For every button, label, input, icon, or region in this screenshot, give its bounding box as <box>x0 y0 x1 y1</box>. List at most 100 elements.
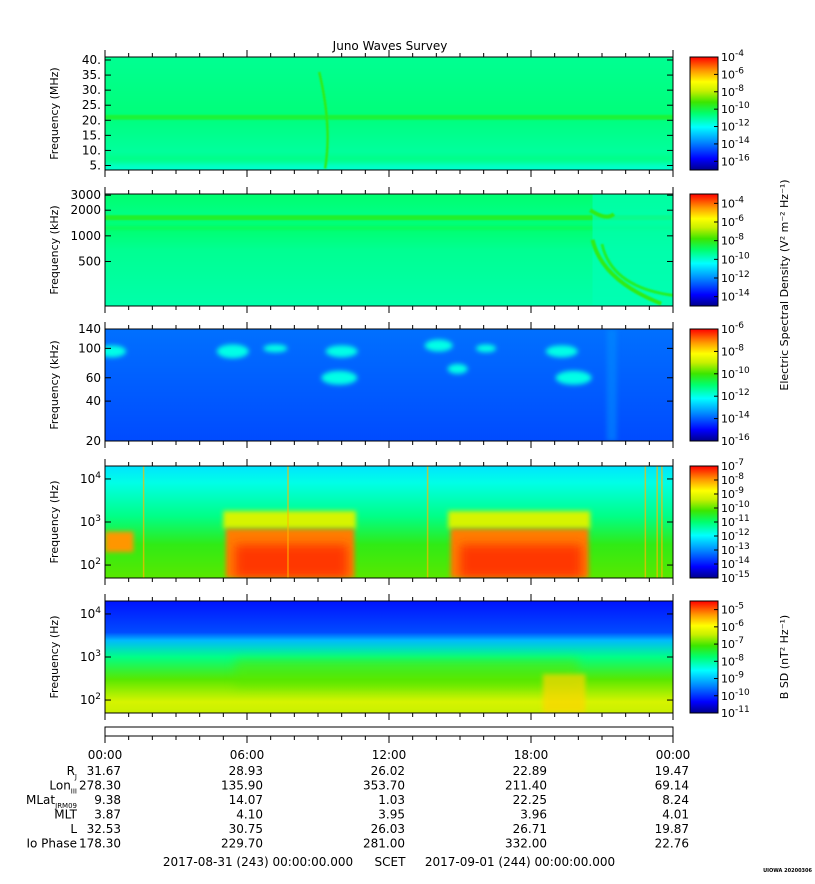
ephemeris-value: 26.02 <box>371 764 405 778</box>
time-tick-label: 06:00 <box>230 748 265 762</box>
colorbar-tick-label: 10-9 <box>721 486 744 501</box>
spectrogram-image <box>105 601 673 713</box>
colorbar-tick-label: 10-8 <box>721 472 744 487</box>
end-time-label: 2017-09-01 (244) 00:00:00.000 <box>425 855 615 869</box>
ephemeris-value: 22.25 <box>513 793 547 807</box>
emission-blob <box>321 370 358 385</box>
ephemeris-label: LonIII <box>49 779 77 796</box>
emission-arc <box>317 71 329 169</box>
colorbar-tick-label: 10-11 <box>721 514 750 529</box>
time-tick-label: 00:00 <box>88 748 123 762</box>
y-tick-label: 60 <box>86 371 101 385</box>
ephemeris-label: RJ <box>67 764 77 781</box>
colorbar-tick-label: 10-8 <box>721 653 744 668</box>
ephemeris-value: 31.67 <box>87 764 121 778</box>
ephemeris-label: MLT <box>54 808 77 822</box>
emission-blob <box>424 339 453 352</box>
ephemeris-value: 4.01 <box>662 808 689 822</box>
colorbar-tick-label: 10-6 <box>721 321 744 336</box>
ephemeris-value: 353.70 <box>363 779 405 793</box>
colorbar-2: 10-4 10-6 10-8 10-10 10-12 10-14 <box>689 193 750 307</box>
ephemeris-value: 22.76 <box>655 837 689 851</box>
colorbar-5: 10-5 10-6 10-7 10-8 10-9 10-10 10-11 B SD (nT² … <box>689 600 791 720</box>
colorbar-3: 10-6 10-8 10-10 10-12 10-14 10-16 Electric Spe… <box>689 179 791 448</box>
colorbar-1: 10-4 10-6 10-8 10-10 10-12 10-14 10-16 <box>689 49 750 171</box>
ephemeris-value: 28.93 <box>229 764 263 778</box>
y-tick-label: 103 <box>80 649 101 664</box>
emission-blob <box>325 345 358 358</box>
ephemeris-value: 135.90 <box>221 779 263 793</box>
ephemeris-value: 3.96 <box>520 808 547 822</box>
spectrogram-image <box>105 466 673 578</box>
colorbar-tick-label: 10-6 <box>721 214 744 229</box>
ephemeris-value: 229.70 <box>221 837 263 851</box>
colorbars: 10-410-610-810-1010-1210-1410-1610-410-6… <box>689 49 791 720</box>
chart-title: Juno Waves Survey <box>332 39 448 53</box>
y-tick-label: 5. <box>90 158 101 172</box>
y-tick-label: 15. <box>82 128 101 142</box>
ephemeris-value: 26.71 <box>513 822 547 836</box>
colorbar-tick-label: 10-6 <box>721 619 744 634</box>
colorbar-gradient <box>689 465 719 579</box>
colorbar-tick-label: 10-8 <box>721 343 744 358</box>
scet-label: SCET <box>375 855 407 869</box>
colorbar-tick-label: 10-9 <box>721 671 744 686</box>
time-tick-label: 00:00 <box>656 748 691 762</box>
y-tick-label: 10. <box>82 143 101 157</box>
y-axis-label: Frequency (kHz) <box>48 205 61 294</box>
y-tick-label: 20. <box>82 113 101 127</box>
colorbar-tick-label: 10-8 <box>721 84 744 99</box>
y-tick-label: 30. <box>82 83 101 97</box>
colorbar-tick-label: 10-11 <box>721 705 750 720</box>
ephemeris-value: 30.75 <box>229 822 263 836</box>
ephemeris-value: 8.24 <box>662 793 689 807</box>
colorbar-tick-label: 10-14 <box>721 136 750 151</box>
ephemeris-value: 1.03 <box>378 793 405 807</box>
y-tick-label: 1000 <box>70 229 101 243</box>
colorbar-tick-label: 10-16 <box>721 433 750 448</box>
colorbar-tick-label: 10-8 <box>721 233 744 248</box>
credit-label: UIOWA 20200306 <box>763 868 812 874</box>
colorbar-tick-label: 10-14 <box>721 411 750 426</box>
colorbar-tick-label: 10-6 <box>721 66 744 81</box>
colorbar-4: 10-710-810-910-1010-1110-1210-1310-1410-… <box>689 458 750 585</box>
colorbar-tick-label: 10-12 <box>721 270 750 285</box>
colorbar-tick-label: 10-15 <box>721 570 750 585</box>
y-axis-label: Frequency (MHz) <box>48 67 61 159</box>
panel-3: 20 40 60 100 140 Frequency (kHz) <box>48 322 674 448</box>
y-axis-label: Frequency (kHz) <box>48 340 61 429</box>
ephemeris-label: Io Phase <box>26 837 77 851</box>
y-tick-label: 100 <box>78 341 101 355</box>
colorbar-tick-label: 10-13 <box>721 542 750 557</box>
spectrogram-panels: 5.10.15.20.25.30.35.40. Frequency (MHz) 50… <box>48 50 674 720</box>
colorbar-label: Electric Spectral Density (V² m⁻² Hz⁻¹) <box>778 179 791 390</box>
colorbar-tick-label: 10-14 <box>721 556 750 571</box>
ephemeris-value: 3.95 <box>378 808 405 822</box>
y-tick-label: 3000 <box>70 188 101 202</box>
time-axis: 00:00 06:00 12:00 18:00 00:00 <box>88 726 691 762</box>
spectrogram-image <box>105 57 673 170</box>
time-tick-label: 18:00 <box>514 748 549 762</box>
ephemeris-value: 32.53 <box>87 822 121 836</box>
y-tick-label: 20 <box>86 434 101 448</box>
y-tick-label: 140 <box>78 322 101 336</box>
colorbar-tick-label: 10-14 <box>721 289 750 304</box>
colorbar-tick-label: 10-7 <box>721 636 744 651</box>
colorbar-gradient <box>689 600 719 714</box>
y-tick-label: 102 <box>80 557 101 572</box>
band-21mhz <box>105 114 673 120</box>
y-tick-label: 104 <box>80 471 101 486</box>
ephemeris-value: 69.14 <box>655 779 689 793</box>
y-tick-label: 102 <box>80 692 101 707</box>
panel-4: 102 103 104 Frequency (Hz) <box>48 459 674 585</box>
ephemeris-label: L <box>70 822 77 836</box>
y-tick-label: 40 <box>86 394 101 408</box>
panel-5: 102 103 104 Frequency (Hz) <box>48 594 674 720</box>
y-tick-label: 500 <box>78 254 101 268</box>
ephemeris-value: 26.03 <box>371 822 405 836</box>
colorbar-tick-label: 10-7 <box>721 458 744 473</box>
y-tick-label: 103 <box>80 514 101 529</box>
ephemeris-value: 9.38 <box>94 793 121 807</box>
